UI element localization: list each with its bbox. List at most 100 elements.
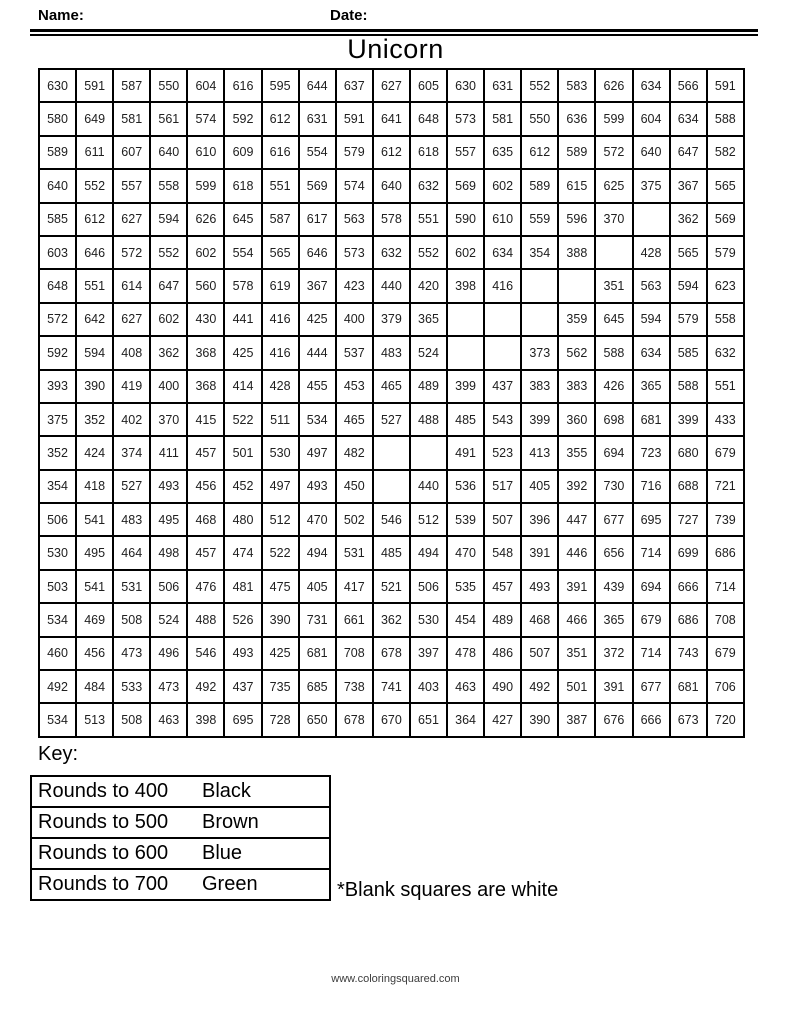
grid-cell: 470 xyxy=(297,502,337,538)
grid-cell: 541 xyxy=(75,502,115,538)
grid-cell: 714 xyxy=(705,568,746,605)
grid-row: 580 649 581 561 574 592 612 631 591 641 648 573 581 5… xyxy=(37,101,746,137)
grid-cell: 648 xyxy=(37,268,78,304)
grid-cell: 501 xyxy=(223,435,263,471)
grid-cell: 457 xyxy=(186,535,226,571)
grid-cell: 627 xyxy=(371,67,411,104)
grid-cell: 539 xyxy=(446,502,486,538)
grid-cell: 625 xyxy=(594,168,634,204)
grid-cell: 698 xyxy=(594,401,634,438)
grid-cell: 370 xyxy=(149,401,189,438)
grid-cell: 512 xyxy=(408,502,449,538)
grid-cell: 428 xyxy=(260,368,300,404)
grid-cell: 355 xyxy=(557,435,597,471)
grid-cell: 450 xyxy=(334,468,374,505)
grid-cell: 614 xyxy=(112,268,152,304)
grid-cell: 714 xyxy=(631,635,671,672)
grid-cell: 572 xyxy=(594,134,634,171)
key-color-label: Blue xyxy=(202,842,243,864)
grid-cell: 482 xyxy=(334,435,374,471)
key-label: Key: xyxy=(38,743,79,765)
grid-cell: 478 xyxy=(446,635,486,672)
grid-cell-blank xyxy=(520,268,560,304)
grid-cell: 650 xyxy=(297,702,337,738)
grid-row: 393 390 419 400 368 414 428 455 453 465 489 399 437 3… xyxy=(37,368,746,404)
grid-cell: 695 xyxy=(631,502,671,538)
grid-cell: 618 xyxy=(223,168,263,204)
grid-cell-blank xyxy=(631,201,671,237)
grid-cell: 594 xyxy=(149,201,189,237)
grid-cell: 403 xyxy=(408,669,449,705)
grid-cell: 428 xyxy=(631,234,671,271)
grid-cell: 399 xyxy=(520,401,560,438)
grid-cell: 506 xyxy=(37,502,78,538)
grid-cell: 645 xyxy=(594,301,634,338)
grid-cell-blank xyxy=(483,335,523,371)
grid-cell: 569 xyxy=(705,201,746,237)
grid-cell: 414 xyxy=(223,368,263,404)
grid-cell: 591 xyxy=(705,67,746,104)
grid-cell: 480 xyxy=(223,502,263,538)
grid-cell: 578 xyxy=(223,268,263,304)
grid-cell: 411 xyxy=(149,435,189,471)
grid-cell: 521 xyxy=(371,568,411,605)
date-label: Date: xyxy=(330,7,368,24)
grid-cell: 418 xyxy=(75,468,115,505)
grid-cell: 506 xyxy=(408,568,449,605)
grid-cell: 573 xyxy=(446,101,486,137)
grid-cell: 632 xyxy=(705,335,746,371)
grid-cell: 508 xyxy=(112,602,152,638)
grid-cell: 364 xyxy=(446,702,486,738)
grid-cell: 365 xyxy=(594,602,634,638)
grid-cell: 603 xyxy=(37,234,78,271)
grid-cell: 563 xyxy=(334,201,374,237)
grid-cell: 453 xyxy=(334,368,374,404)
grid-cell: 626 xyxy=(186,201,226,237)
grid-cell: 375 xyxy=(631,168,671,204)
grid-cell: 574 xyxy=(186,101,226,137)
grid-cell: 523 xyxy=(483,435,523,471)
grid-cell: 456 xyxy=(75,635,115,672)
grid-cell: 399 xyxy=(446,368,486,404)
grid-cell: 405 xyxy=(297,568,337,605)
grid-cell: 475 xyxy=(260,568,300,605)
grid-cell: 527 xyxy=(371,401,411,438)
grid-cell: 537 xyxy=(334,335,374,371)
grid-cell: 489 xyxy=(408,368,449,404)
key-table: Rounds to 400 Black Rounds to 500 Brown Roun… xyxy=(30,775,331,901)
grid-cell: 558 xyxy=(705,301,746,338)
grid-cell: 552 xyxy=(408,234,449,271)
grid-cell: 599 xyxy=(594,101,634,137)
grid-cell: 589 xyxy=(37,134,78,171)
grid-cell: 391 xyxy=(594,669,634,705)
grid-cell: 694 xyxy=(631,568,671,605)
grid-cell: 685 xyxy=(297,669,337,705)
grid-cell: 591 xyxy=(334,101,374,137)
grid-cell: 580 xyxy=(37,101,78,137)
grid-cell: 463 xyxy=(446,669,486,705)
grid-cell: 610 xyxy=(483,201,523,237)
grid-cell: 679 xyxy=(705,635,746,672)
blank-squares-note: *Blank squares are white xyxy=(337,879,559,901)
grid-cell: 468 xyxy=(520,602,560,638)
grid-cell: 618 xyxy=(408,134,449,171)
grid-cell: 560 xyxy=(186,268,226,304)
grid-cell: 387 xyxy=(557,702,597,738)
grid-row: 460 456 473 496 546 493 425 681 708 678 397 478 486 5… xyxy=(37,635,746,672)
grid-row: 375 352 402 370 415 522 511 534 465 527 488 485 543 3… xyxy=(37,401,746,438)
grid-cell: 594 xyxy=(75,335,115,371)
grid-cell: 681 xyxy=(631,401,671,438)
grid-cell: 731 xyxy=(297,602,337,638)
grid-cell: 498 xyxy=(149,535,189,571)
grid-cell: 383 xyxy=(520,368,560,404)
grid-cell-blank xyxy=(371,468,411,505)
grid-cell: 602 xyxy=(446,234,486,271)
grid-row: 506 541 483 495 468 480 512 470 502 546 512 539 507 3… xyxy=(37,502,746,538)
grid-cell: 433 xyxy=(705,401,746,438)
grid-cell: 679 xyxy=(631,602,671,638)
key-rule-label: Rounds to 400 xyxy=(38,780,169,802)
key-rule-label: Rounds to 500 xyxy=(38,811,169,833)
grid-cell: 423 xyxy=(334,268,374,304)
grid-cell: 592 xyxy=(37,335,78,371)
